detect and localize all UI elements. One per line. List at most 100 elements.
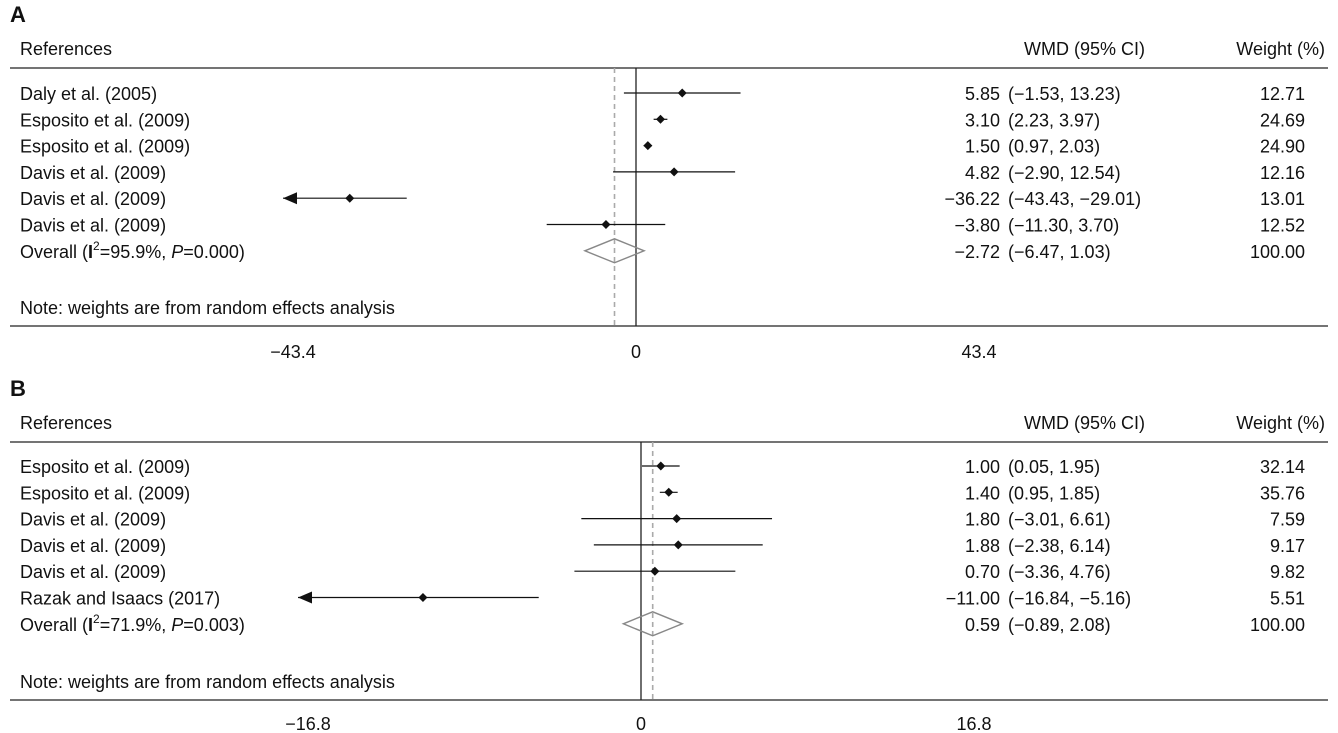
overall-label-part: I — [88, 242, 93, 262]
study-ci: (−1.53, 13.23) — [1008, 84, 1121, 104]
overall-label-part: I — [88, 615, 93, 635]
study-name: Daly et al. (2005) — [20, 84, 157, 104]
overall-label: Overall (I2=71.9%, P=0.003) — [20, 612, 245, 635]
study-weight: 32.14 — [1260, 457, 1305, 477]
study-wmd: 0.70 — [965, 562, 1000, 582]
x-tick-label: 0 — [631, 342, 641, 362]
ci-truncation-arrow — [298, 591, 312, 604]
study-point — [656, 114, 665, 124]
study-point — [673, 540, 683, 550]
header-weight: Weight (%) — [1236, 413, 1325, 433]
study-ci: (0.97, 2.03) — [1008, 137, 1100, 157]
forest-panel-b: B References WMD (95% CI) Weight (%) Esposit… — [10, 376, 1328, 733]
overall-ci: (−6.47, 1.03) — [1008, 242, 1111, 262]
study-point — [650, 566, 660, 576]
panel-label: B — [10, 376, 26, 401]
overall-label-part: =0.003) — [183, 615, 245, 635]
study-name: Razak and Isaacs (2017) — [20, 589, 220, 609]
study-point — [677, 88, 687, 98]
overall-wmd: 0.59 — [965, 615, 1000, 635]
study-weight: 12.16 — [1260, 163, 1305, 183]
study-ci: (−43.43, −29.01) — [1008, 189, 1141, 209]
overall-label-part: =71.9%, — [100, 615, 172, 635]
study-name: Esposito et al. (2009) — [20, 483, 190, 503]
x-tick-label: −43.4 — [270, 342, 316, 362]
study-point — [601, 220, 611, 229]
study-point — [664, 487, 674, 497]
study-wmd: 3.10 — [965, 110, 1000, 130]
overall-label-part: P — [171, 242, 183, 262]
study-ci: (−3.01, 6.61) — [1008, 510, 1111, 530]
study-weight: 9.82 — [1270, 562, 1305, 582]
x-tick-label: 43.4 — [961, 342, 996, 362]
study-point — [672, 514, 682, 524]
study-wmd: −3.80 — [954, 216, 1000, 236]
study-name: Davis et al. (2009) — [20, 163, 166, 183]
overall-label-part: =0.000) — [183, 242, 245, 262]
overall-ci: (−0.89, 2.08) — [1008, 615, 1111, 635]
study-weight: 35.76 — [1260, 483, 1305, 503]
x-tick-label: 0 — [636, 714, 646, 733]
header-wmd: WMD (95% CI) — [1024, 413, 1145, 433]
study-weight: 7.59 — [1270, 510, 1305, 530]
overall-label-part: P — [171, 615, 183, 635]
study-wmd: 4.82 — [965, 163, 1000, 183]
study-ci: (−16.84, −5.16) — [1008, 589, 1131, 609]
study-wmd: 1.50 — [965, 137, 1000, 157]
study-weight: 24.90 — [1260, 137, 1305, 157]
study-weight: 12.71 — [1260, 84, 1305, 104]
overall-diamond — [583, 238, 647, 264]
x-tick-label: −16.8 — [285, 714, 331, 733]
study-ci: (−3.36, 4.76) — [1008, 562, 1111, 582]
overall-weight: 100.00 — [1250, 242, 1305, 262]
study-wmd: 5.85 — [965, 84, 1000, 104]
study-weight: 13.01 — [1260, 189, 1305, 209]
overall-weight: 100.00 — [1250, 615, 1305, 635]
x-tick-label: 16.8 — [956, 714, 991, 733]
header-references: References — [20, 413, 112, 433]
study-point — [656, 461, 666, 471]
overall-label-part: Overall ( — [20, 242, 88, 262]
study-name: Davis et al. (2009) — [20, 562, 166, 582]
note-text: Note: weights are from random effects an… — [20, 672, 395, 692]
study-name: Esposito et al. (2009) — [20, 457, 190, 477]
study-name: Davis et al. (2009) — [20, 536, 166, 556]
overall-label-part: 2 — [93, 239, 100, 253]
study-ci: (0.05, 1.95) — [1008, 457, 1100, 477]
study-point — [669, 167, 679, 177]
study-name: Esposito et al. (2009) — [20, 137, 190, 157]
study-point — [643, 141, 653, 151]
study-weight: 24.69 — [1260, 110, 1305, 130]
header-references: References — [20, 39, 112, 59]
note-text: Note: weights are from random effects an… — [20, 298, 395, 318]
overall-label-part: =95.9%, — [100, 242, 172, 262]
study-name: Davis et al. (2009) — [20, 189, 166, 209]
study-name: Davis et al. (2009) — [20, 510, 166, 530]
overall-label: Overall (I2=95.9%, P=0.000) — [20, 239, 245, 262]
study-ci: (2.23, 3.97) — [1008, 110, 1100, 130]
study-wmd: 1.80 — [965, 510, 1000, 530]
header-weight: Weight (%) — [1236, 39, 1325, 59]
study-wmd: 1.00 — [965, 457, 1000, 477]
header-wmd: WMD (95% CI) — [1024, 39, 1145, 59]
study-weight: 9.17 — [1270, 536, 1305, 556]
forest-panel-a: A References WMD (95% CI) Weight (%) Daly et… — [10, 2, 1328, 362]
overall-label-part: Overall ( — [20, 615, 88, 635]
panel-label: A — [10, 2, 26, 27]
study-ci: (0.95, 1.85) — [1008, 483, 1100, 503]
study-point — [345, 193, 355, 203]
study-wmd: 1.88 — [965, 536, 1000, 556]
study-ci: (−2.38, 6.14) — [1008, 536, 1111, 556]
study-ci: (−11.30, 3.70) — [1008, 216, 1119, 236]
study-ci: (−2.90, 12.54) — [1008, 163, 1121, 183]
overall-diamond — [621, 611, 685, 637]
overall-label-part: 2 — [93, 612, 100, 626]
study-wmd: −11.00 — [946, 589, 1000, 609]
study-name: Esposito et al. (2009) — [20, 110, 190, 130]
ci-truncation-arrow — [283, 192, 297, 205]
study-wmd: −36.22 — [944, 189, 1000, 209]
overall-wmd: −2.72 — [954, 242, 1000, 262]
study-point — [418, 593, 428, 602]
study-name: Davis et al. (2009) — [20, 216, 166, 236]
